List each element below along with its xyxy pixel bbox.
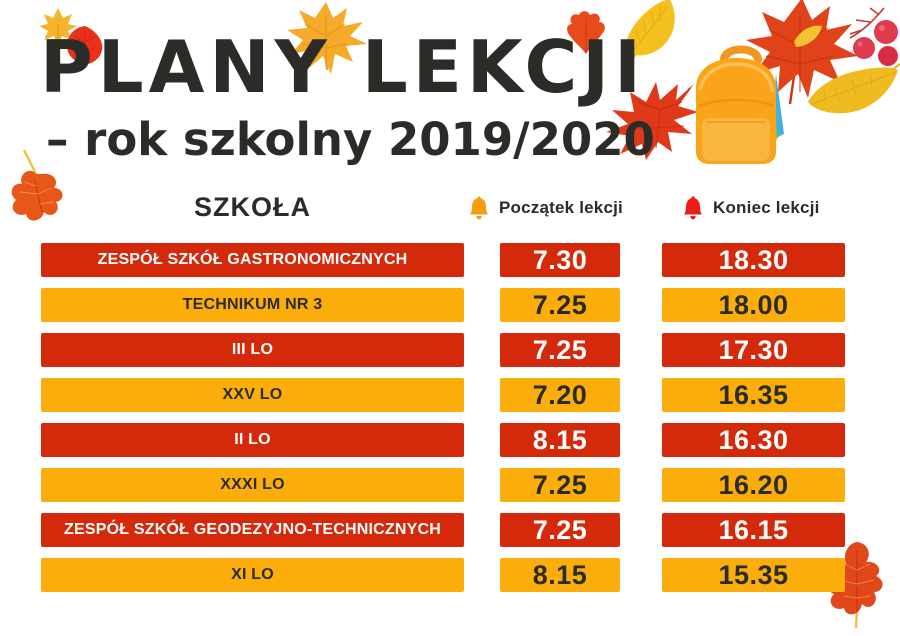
school-name-cell-text: III LO: [231, 341, 274, 358]
table-row: ZESPÓŁ SZKÓŁ GASTRONOMICZNYCH 7.30 18.30: [0, 243, 900, 288]
lesson-start-cell-text: 7.30: [532, 245, 588, 275]
lesson-start-cell-text: 7.25: [532, 290, 588, 320]
school-name-cell-text: ZESPÓŁ SZKÓŁ GEODEZYJNO-TECHNICZNYCH: [64, 521, 441, 538]
lesson-end-cell-text: 16.35: [718, 380, 789, 410]
table-row: III LO 7.25 17.30: [0, 333, 900, 378]
school-column-header: SZKOŁA: [194, 192, 311, 222]
lesson-end-cell: 16.15: [662, 513, 845, 547]
table-row: XI LO 8.15 15.35: [0, 558, 900, 603]
lesson-end-cell-text: 16.20: [718, 470, 789, 500]
legend-lesson-end-label: Koniec lekcji: [713, 198, 820, 217]
school-name-cell: III LO: [41, 333, 464, 367]
lesson-start-cell: 7.25: [500, 288, 620, 322]
school-name-cell: ZESPÓŁ SZKÓŁ GASTRONOMICZNYCH: [41, 243, 464, 277]
lesson-start-cell: 7.25: [500, 468, 620, 502]
table-row: ZESPÓŁ SZKÓŁ GEODEZYJNO-TECHNICZNYCH 7.25…: [0, 513, 900, 558]
lesson-start-cell: 7.20: [500, 378, 620, 412]
poster-header: PLANY LEKCJI – rok szkolny 2019/2020: [0, 0, 900, 185]
lesson-end-cell: 18.00: [662, 288, 845, 322]
lesson-end-cell-text: 16.30: [718, 425, 789, 455]
page-subtitle: – rok szkolny 2019/2020: [46, 113, 655, 166]
lesson-start-cell: 7.25: [500, 513, 620, 547]
school-name-cell-text: XI LO: [231, 566, 274, 583]
lesson-end-cell-text: 16.15: [718, 515, 789, 545]
school-name-cell-text: ZESPÓŁ SZKÓŁ GASTRONOMICZNYCH: [97, 251, 408, 268]
table-row: TECHNIKUM NR 3 7.25 18.00: [0, 288, 900, 333]
lesson-end-cell-text: 18.30: [718, 245, 789, 275]
lesson-end-cell: 16.30: [662, 423, 845, 457]
lesson-start-cell-text: 7.25: [532, 335, 588, 365]
lesson-start-cell: 7.25: [500, 333, 620, 367]
table-row: XXXI LO 7.25 16.20: [0, 468, 900, 513]
lesson-end-cell-text: 17.30: [718, 335, 789, 365]
bell-icon: [684, 196, 702, 220]
lesson-end-cell: 16.20: [662, 468, 845, 502]
bell-icon: [470, 196, 488, 220]
school-name-cell: XI LO: [41, 558, 464, 592]
school-name-cell: ZESPÓŁ SZKÓŁ GEODEZYJNO-TECHNICZNYCH: [41, 513, 464, 547]
lesson-start-cell: 8.15: [500, 558, 620, 592]
page-title: PLANY LEKCJI: [40, 25, 646, 109]
lesson-end-cell-text: 18.00: [718, 290, 789, 320]
lesson-end-cell: 16.35: [662, 378, 845, 412]
lesson-start-cell-text: 7.25: [532, 515, 588, 545]
legend-lesson-end: Koniec lekcji: [682, 196, 820, 220]
school-name-cell: II LO: [41, 423, 464, 457]
legend-lesson-start: Początek lekcji: [468, 196, 623, 220]
lesson-start-cell: 8.15: [500, 423, 620, 457]
lesson-start-cell-text: 7.25: [532, 470, 588, 500]
legend-lesson-start-label: Początek lekcji: [499, 198, 623, 217]
lesson-end-cell: 18.30: [662, 243, 845, 277]
schedule-table: ZESPÓŁ SZKÓŁ GASTRONOMICZNYCH 7.30 18.30 TE…: [0, 243, 900, 603]
school-name-cell: XXV LO: [41, 378, 464, 412]
school-name-cell-text: XXXI LO: [220, 476, 285, 493]
lesson-start-cell-text: 7.20: [532, 380, 588, 410]
school-name-cell-text: TECHNIKUM NR 3: [182, 296, 323, 313]
column-headers: SZKOŁA Początek lekcji Koniec lekcji: [0, 186, 900, 234]
lesson-start-cell-text: 8.15: [532, 425, 588, 455]
lesson-end-cell: 15.35: [662, 558, 845, 592]
lesson-start-cell: 7.30: [500, 243, 620, 277]
lesson-end-cell-text: 15.35: [718, 560, 789, 590]
school-name-cell: TECHNIKUM NR 3: [41, 288, 464, 322]
lesson-end-cell: 17.30: [662, 333, 845, 367]
table-row: XXV LO 7.20 16.35: [0, 378, 900, 423]
school-name-cell: XXXI LO: [41, 468, 464, 502]
lesson-start-cell-text: 8.15: [532, 560, 588, 590]
school-name-cell-text: II LO: [234, 431, 271, 448]
school-name-cell-text: XXV LO: [222, 386, 283, 403]
table-row: II LO 8.15 16.30: [0, 423, 900, 468]
